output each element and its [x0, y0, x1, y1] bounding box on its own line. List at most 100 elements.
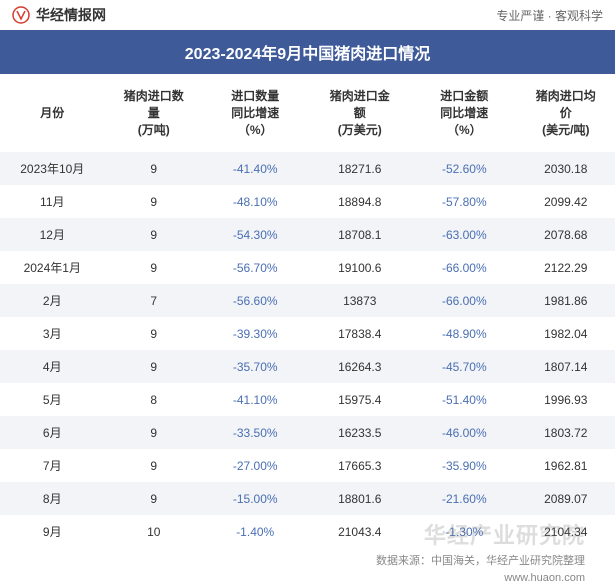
cell: 9: [105, 317, 203, 350]
cell: -54.30%: [203, 218, 308, 251]
cell: 18271.6: [307, 152, 412, 185]
cell: -35.90%: [412, 449, 517, 482]
col-header-0: 月份: [0, 74, 105, 152]
table-row: 2023年10月9-41.40%18271.6-52.60%2030.18: [0, 152, 615, 185]
cell: 18894.8: [307, 185, 412, 218]
source-footer: 数据来源：中国海关，华经产业研究院整理: [0, 548, 615, 568]
cell: 1807.14: [517, 350, 615, 383]
table-row: 6月9-33.50%16233.5-46.00%1803.72: [0, 416, 615, 449]
table-row: 4月9-35.70%16264.3-45.70%1807.14: [0, 350, 615, 383]
logo-text: 华经情报网: [36, 5, 106, 25]
cell: 2030.18: [517, 152, 615, 185]
cell: 1803.72: [517, 416, 615, 449]
cell: 9: [105, 251, 203, 284]
data-table: 月份猪肉进口数量(万吨)进口数量同比增速（%）猪肉进口金额(万美元)进口金额同比…: [0, 74, 615, 548]
cell: -46.00%: [412, 416, 517, 449]
table-row: 9月10-1.40%21043.4-1.30%2104.34: [0, 515, 615, 548]
table-body: 2023年10月9-41.40%18271.6-52.60%2030.1811月…: [0, 152, 615, 548]
page-container: 华经情报网 专业严谨 · 客观科学 2023-2024年9月中国猪肉进口情况 月…: [0, 0, 615, 580]
cell: 8月: [0, 482, 105, 515]
logo-area: 华经情报网: [12, 5, 106, 25]
cell: -33.50%: [203, 416, 308, 449]
cell: -15.00%: [203, 482, 308, 515]
cell: -52.60%: [412, 152, 517, 185]
cell: -41.10%: [203, 383, 308, 416]
cell: 2122.29: [517, 251, 615, 284]
cell: 9: [105, 218, 203, 251]
cell: -56.70%: [203, 251, 308, 284]
col-header-1: 猪肉进口数量(万吨): [105, 74, 203, 152]
table-head: 月份猪肉进口数量(万吨)进口数量同比增速（%）猪肉进口金额(万美元)进口金额同比…: [0, 74, 615, 152]
logo-icon: [12, 6, 30, 24]
cell: 17838.4: [307, 317, 412, 350]
cell: 9: [105, 416, 203, 449]
cell: -1.30%: [412, 515, 517, 548]
cell: 10: [105, 515, 203, 548]
cell: 15975.4: [307, 383, 412, 416]
cell: 21043.4: [307, 515, 412, 548]
cell: 17665.3: [307, 449, 412, 482]
header-row: 月份猪肉进口数量(万吨)进口数量同比增速（%）猪肉进口金额(万美元)进口金额同比…: [0, 74, 615, 152]
cell: 2104.34: [517, 515, 615, 548]
table-row: 2月7-56.60%13873-66.00%1981.86: [0, 284, 615, 317]
cell: 9: [105, 152, 203, 185]
cell: 4月: [0, 350, 105, 383]
cell: 6月: [0, 416, 105, 449]
cell: -63.00%: [412, 218, 517, 251]
cell: 2023年10月: [0, 152, 105, 185]
cell: 16264.3: [307, 350, 412, 383]
cell: -21.60%: [412, 482, 517, 515]
cell: -48.10%: [203, 185, 308, 218]
cell: 9: [105, 185, 203, 218]
cell: -1.40%: [203, 515, 308, 548]
cell: -41.40%: [203, 152, 308, 185]
cell: 9: [105, 350, 203, 383]
cell: 12月: [0, 218, 105, 251]
source-text: 数据来源：中国海关，华经产业研究院整理: [376, 555, 585, 567]
header-bar: 华经情报网 专业严谨 · 客观科学: [0, 0, 615, 30]
cell: 3月: [0, 317, 105, 350]
cell: 2089.07: [517, 482, 615, 515]
cell: 2099.42: [517, 185, 615, 218]
table-row: 11月9-48.10%18894.8-57.80%2099.42: [0, 185, 615, 218]
cell: 2月: [0, 284, 105, 317]
url-footer: www.huaon.com: [0, 568, 615, 584]
col-header-5: 猪肉进口均价(美元/吨): [517, 74, 615, 152]
table-row: 3月9-39.30%17838.4-48.90%1982.04: [0, 317, 615, 350]
cell: -51.40%: [412, 383, 517, 416]
cell: 9月: [0, 515, 105, 548]
table-row: 12月9-54.30%18708.1-63.00%2078.68: [0, 218, 615, 251]
cell: 1981.86: [517, 284, 615, 317]
cell: 11月: [0, 185, 105, 218]
cell: -66.00%: [412, 284, 517, 317]
cell: 7: [105, 284, 203, 317]
cell: 9: [105, 482, 203, 515]
page-title: 2023-2024年9月中国猪肉进口情况: [0, 30, 615, 74]
table-row: 8月9-15.00%18801.6-21.60%2089.07: [0, 482, 615, 515]
table-row: 5月8-41.10%15975.4-51.40%1996.93: [0, 383, 615, 416]
table-row: 2024年1月9-56.70%19100.6-66.00%2122.29: [0, 251, 615, 284]
cell: 16233.5: [307, 416, 412, 449]
cell: -35.70%: [203, 350, 308, 383]
data-table-wrap: 月份猪肉进口数量(万吨)进口数量同比增速（%）猪肉进口金额(万美元)进口金额同比…: [0, 74, 615, 548]
cell: 13873: [307, 284, 412, 317]
cell: 2024年1月: [0, 251, 105, 284]
col-header-3: 猪肉进口金额(万美元): [307, 74, 412, 152]
url-text: www.huaon.com: [504, 572, 585, 584]
cell: -45.70%: [412, 350, 517, 383]
cell: 1982.04: [517, 317, 615, 350]
cell: 18708.1: [307, 218, 412, 251]
col-header-2: 进口数量同比增速（%）: [203, 74, 308, 152]
cell: -57.80%: [412, 185, 517, 218]
cell: 8: [105, 383, 203, 416]
cell: -66.00%: [412, 251, 517, 284]
tagline: 专业严谨 · 客观科学: [496, 7, 603, 24]
cell: 18801.6: [307, 482, 412, 515]
cell: 9: [105, 449, 203, 482]
cell: -39.30%: [203, 317, 308, 350]
cell: -48.90%: [412, 317, 517, 350]
table-row: 7月9-27.00%17665.3-35.90%1962.81: [0, 449, 615, 482]
cell: 2078.68: [517, 218, 615, 251]
cell: -27.00%: [203, 449, 308, 482]
cell: 7月: [0, 449, 105, 482]
